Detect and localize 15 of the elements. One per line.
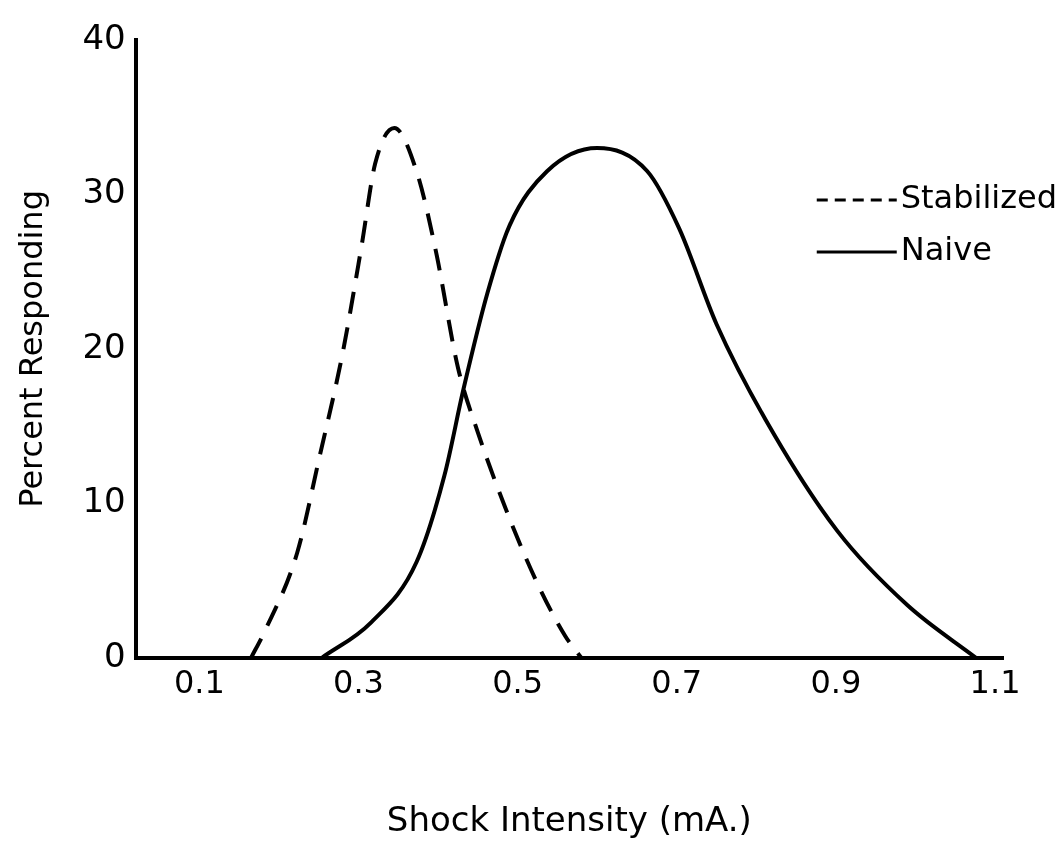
y-tick-label: 40 xyxy=(82,16,126,57)
y-tick-label: 10 xyxy=(82,480,126,521)
x-tick-label: 0.5 xyxy=(492,663,544,702)
x-tick-label: 0.9 xyxy=(810,663,862,702)
x-axis-title: Shock Intensity (mA.) xyxy=(386,799,752,840)
y-axis-title: Percent Responding xyxy=(11,190,50,508)
legend-label: Naive xyxy=(900,230,992,269)
y-tick-label: 30 xyxy=(82,171,126,212)
legend-label: Stabilized xyxy=(900,178,1057,217)
x-tick-label: 0.1 xyxy=(173,663,225,702)
x-tick-label: 0.3 xyxy=(333,663,384,702)
y-tick-label: 0 xyxy=(104,634,126,675)
y-tick-label: 20 xyxy=(82,325,126,366)
x-tick-label: 0.7 xyxy=(651,663,703,702)
x-tick-label: 1.1 xyxy=(969,663,1021,702)
